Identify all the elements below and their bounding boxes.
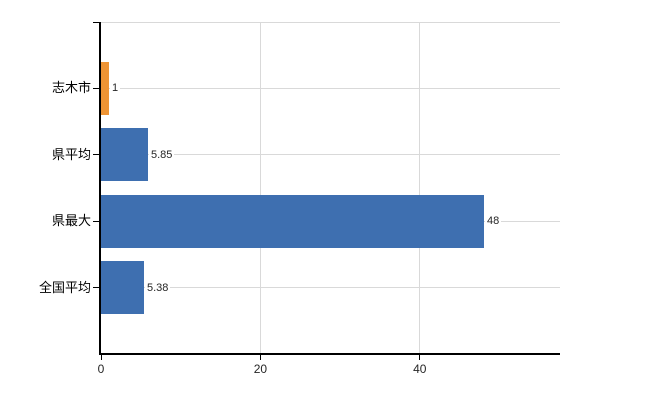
y-tick bbox=[93, 220, 99, 222]
category-gridline bbox=[101, 287, 560, 289]
x-axis-line bbox=[99, 353, 560, 355]
category-label: 全国平均 bbox=[38, 279, 91, 295]
x-gridline bbox=[419, 22, 421, 354]
y-tick bbox=[93, 87, 99, 89]
category-label: 志木市 bbox=[51, 80, 91, 96]
plot-top-border bbox=[101, 22, 560, 23]
x-tick bbox=[259, 355, 261, 360]
y-tick bbox=[93, 154, 99, 156]
value-label: 48 bbox=[485, 214, 502, 229]
bar-県最大 bbox=[101, 194, 484, 248]
bar-全国平均 bbox=[101, 261, 144, 315]
value-label: 1 bbox=[110, 81, 121, 96]
value-label: 5.85 bbox=[149, 147, 175, 162]
category-gridline bbox=[101, 87, 560, 89]
x-gridline bbox=[259, 22, 261, 354]
category-gridline bbox=[101, 154, 560, 156]
y-tick bbox=[93, 287, 99, 289]
value-label: 5.38 bbox=[145, 280, 171, 295]
bar-県平均 bbox=[101, 128, 148, 182]
x-tick-label: 20 bbox=[253, 362, 268, 376]
x-tick bbox=[419, 355, 421, 360]
x-tick bbox=[100, 355, 102, 360]
x-tick-label: 40 bbox=[413, 362, 427, 376]
x-tick-label: 0 bbox=[97, 362, 105, 376]
category-label: 県平均 bbox=[51, 146, 91, 162]
y-axis-top-tick bbox=[93, 22, 99, 23]
bar-志木市 bbox=[101, 61, 109, 115]
y-axis-line bbox=[99, 22, 101, 354]
category-label: 県最大 bbox=[51, 213, 91, 229]
